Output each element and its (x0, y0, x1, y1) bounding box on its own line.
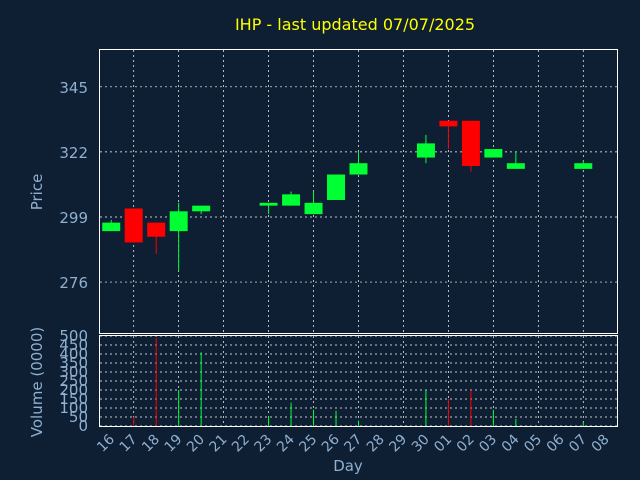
x-tick-label: 02 (454, 432, 478, 456)
x-tick-label: 26 (319, 431, 343, 455)
volume-y-tick-label: 500 (59, 327, 88, 345)
candle-body-01 (439, 120, 458, 127)
x-tick-label: 08 (589, 432, 613, 456)
x-tick-label: 17 (117, 432, 141, 456)
candle-body-18 (147, 222, 166, 237)
volume-grid (100, 335, 617, 427)
candle-body-16 (102, 222, 121, 232)
x-tick-label: 24 (274, 431, 298, 455)
x-tick-label: 28 (364, 432, 388, 456)
volume-y-tick-label: 150 (59, 390, 88, 408)
x-axis-ticks: 1617181920212223242526272829300102030405… (94, 431, 612, 455)
price-grid (100, 50, 617, 333)
price-y-tick-label: 322 (59, 144, 88, 162)
x-tick-label: 21 (207, 432, 231, 456)
volume-y-tick-label: 350 (59, 354, 88, 372)
x-tick-label: 22 (229, 432, 253, 456)
price-y-tick-label: 276 (59, 274, 88, 292)
price-y-tick-label: 299 (59, 209, 88, 227)
x-tick-label: 16 (94, 431, 118, 455)
candle-body-17 (124, 208, 143, 243)
x-tick-label: 07 (566, 432, 590, 456)
candle-body-24 (282, 194, 301, 206)
x-tick-label: 03 (476, 432, 500, 456)
chart-title: IHP - last updated 07/07/2025 (235, 15, 475, 34)
volume-y-label: Volume (0000) (28, 327, 46, 437)
volume-y-tick-label: 300 (59, 363, 88, 381)
x-tick-label: 04 (499, 431, 523, 455)
x-tick-label: 06 (544, 431, 568, 455)
candle-body-23 (259, 202, 278, 206)
volume-y-tick-label: 50 (69, 408, 88, 426)
x-tick-label: 19 (162, 432, 186, 456)
volume-y-tick-label: 250 (59, 372, 88, 390)
volume-y-tick-label: 100 (59, 399, 88, 417)
candle-body-19 (169, 211, 188, 232)
price-plot-area (99, 49, 618, 334)
candle-body-25 (304, 202, 323, 215)
x-tick-label: 05 (521, 432, 545, 456)
candle-body-26 (327, 174, 346, 200)
price-y-ticks: 276 299 322 345 (59, 79, 88, 292)
x-tick-label: 23 (251, 432, 275, 456)
volume-bars (133, 337, 584, 426)
x-tick-label: 20 (184, 432, 208, 456)
price-panel: 276 299 322 345 Price (28, 49, 618, 334)
volume-y-tick-label: 0 (78, 417, 88, 435)
x-tick-label: 27 (341, 432, 365, 456)
candle-body-30 (416, 143, 435, 158)
candles (102, 120, 593, 271)
x-tick-label: 30 (409, 432, 433, 456)
price-y-tick-label: 345 (59, 79, 88, 97)
x-tick-label: 01 (431, 432, 455, 456)
x-tick-label: 29 (386, 432, 410, 456)
x-tick-label: 25 (296, 432, 320, 456)
x-tick-label: 18 (139, 432, 163, 456)
volume-plot-area (99, 335, 618, 427)
candle-body-04 (506, 163, 525, 169)
candle-body-02 (461, 120, 480, 167)
x-axis-label: Day (333, 457, 363, 475)
candle-body-03 (484, 149, 503, 158)
volume-y-tick-label: 400 (59, 345, 88, 363)
volume-y-tick-label: 450 (59, 336, 88, 354)
price-y-label: Price (28, 174, 46, 211)
candle-body-20 (192, 205, 211, 212)
volume-y-tick-label: 200 (59, 381, 88, 399)
candle-body-27 (349, 163, 368, 175)
candle-body-07 (574, 163, 593, 169)
